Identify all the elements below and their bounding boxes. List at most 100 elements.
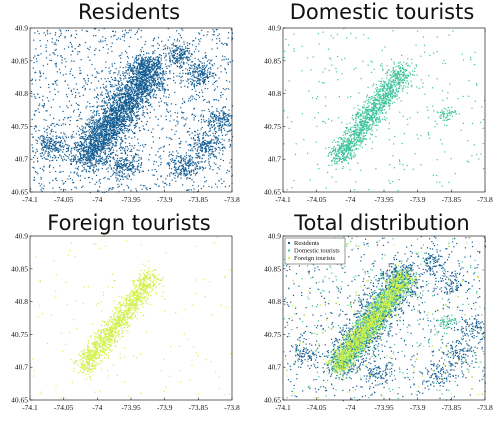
data-point <box>48 152 50 154</box>
data-point <box>132 98 134 100</box>
data-point <box>117 103 119 105</box>
data-point <box>196 142 198 144</box>
data-point <box>215 142 217 144</box>
data-point <box>158 101 160 103</box>
data-point <box>97 98 99 100</box>
data-point <box>202 142 204 144</box>
data-point <box>128 72 130 74</box>
data-point <box>45 136 48 138</box>
data-point <box>71 136 73 138</box>
data-point <box>48 100 50 102</box>
data-point <box>134 106 136 108</box>
data-point <box>128 45 130 48</box>
data-point <box>138 70 141 72</box>
data-point <box>135 108 137 110</box>
data-point <box>54 157 56 159</box>
data-point <box>154 65 156 67</box>
data-point <box>164 48 166 50</box>
data-point <box>119 98 121 100</box>
data-point <box>122 123 124 125</box>
data-point <box>87 56 89 58</box>
data-point <box>93 35 95 37</box>
data-point <box>106 142 108 144</box>
data-point <box>101 122 103 124</box>
data-point <box>103 100 105 103</box>
data-point <box>212 153 214 155</box>
data-point <box>138 118 140 120</box>
data-point <box>138 90 140 92</box>
data-point <box>107 77 109 80</box>
data-point <box>103 122 105 124</box>
data-point <box>138 96 140 98</box>
data-point <box>91 74 93 76</box>
data-point <box>80 160 82 162</box>
data-point <box>127 170 129 172</box>
data-point <box>212 111 214 113</box>
data-point <box>94 128 96 130</box>
data-point <box>130 112 132 114</box>
data-point <box>100 147 102 150</box>
data-point <box>142 86 145 88</box>
data-point <box>199 96 201 98</box>
data-point <box>102 141 104 143</box>
data-point <box>91 148 93 150</box>
data-point <box>144 72 146 75</box>
data-point <box>213 129 216 131</box>
data-point <box>127 168 129 170</box>
data-point <box>216 116 218 118</box>
data-point <box>228 88 230 90</box>
data-point <box>130 155 132 157</box>
data-point <box>31 133 33 135</box>
data-point <box>45 77 47 79</box>
data-point <box>139 145 141 147</box>
data-point <box>196 153 198 155</box>
data-point <box>52 83 54 85</box>
data-point <box>117 186 119 188</box>
data-point <box>129 101 131 103</box>
data-point <box>142 150 144 152</box>
data-point <box>122 173 124 175</box>
data-point <box>103 153 105 155</box>
data-point <box>152 128 154 130</box>
data-point <box>171 129 173 131</box>
data-point <box>114 62 116 64</box>
data-point <box>56 39 58 41</box>
data-point <box>101 91 103 93</box>
data-point <box>83 132 85 134</box>
data-point <box>104 153 107 155</box>
data-point <box>190 145 192 147</box>
data-point <box>79 118 81 120</box>
data-point <box>117 94 119 96</box>
data-point <box>102 149 104 151</box>
data-point <box>124 173 126 175</box>
data-point <box>97 143 99 145</box>
data-point <box>125 72 127 74</box>
data-point <box>156 64 158 66</box>
data-point <box>150 63 152 65</box>
data-point <box>140 36 142 38</box>
data-point <box>150 97 152 99</box>
data-point <box>180 55 182 57</box>
data-point <box>220 178 222 180</box>
data-point <box>57 91 59 93</box>
data-point <box>119 144 121 146</box>
data-point <box>74 186 76 188</box>
data-point <box>110 46 112 48</box>
data-point <box>212 151 214 153</box>
data-point <box>137 98 139 100</box>
data-point <box>54 93 56 96</box>
data-point <box>108 134 110 136</box>
data-point <box>138 127 140 129</box>
data-point <box>127 92 129 94</box>
data-point <box>92 146 94 148</box>
data-point <box>199 145 202 147</box>
data-point <box>132 64 134 66</box>
data-point <box>125 110 127 112</box>
data-point <box>152 52 154 55</box>
data-point <box>190 189 192 191</box>
data-point <box>43 135 45 137</box>
data-point <box>127 104 129 106</box>
data-point <box>169 58 171 60</box>
data-point <box>218 125 220 127</box>
data-point <box>114 121 116 123</box>
